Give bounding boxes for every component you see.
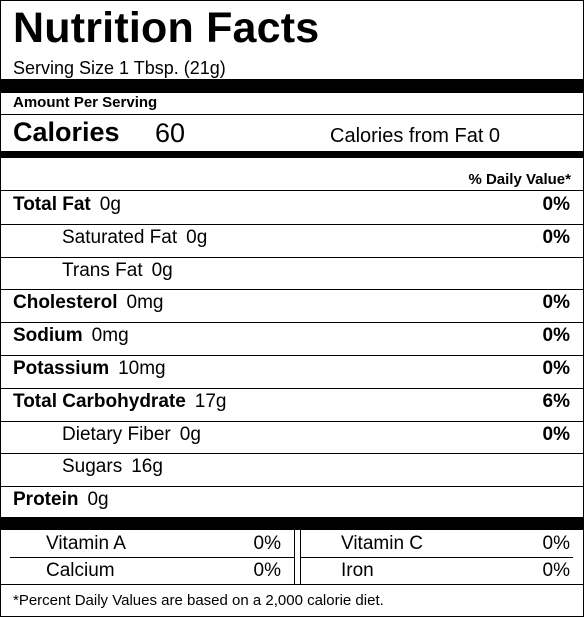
nutrient-divider [1, 289, 583, 290]
nutrient-row-label: Total Carbohydrate 17g [13, 391, 226, 413]
divider-aps [1, 114, 583, 115]
divider-footnote [1, 584, 583, 585]
nutrient-name: Total Carbohydrate [13, 390, 186, 412]
vitamin-name: Vitamin C [341, 533, 424, 554]
nutrient-row-label: Sodium 0mg [13, 325, 129, 347]
nutrient-name: Trans Fat [62, 259, 143, 281]
nutrient-amount: 0g [179, 423, 201, 445]
nutrient-name: Dietary Fiber [62, 423, 171, 445]
nutrient-amount: 0g [87, 489, 109, 511]
nutrient-row-label: Trans Fat 0g [62, 260, 173, 282]
nutrient-name: Saturated Fat [62, 226, 178, 248]
calories-label: Calories [13, 117, 120, 147]
nutrient-amount: 0mg [91, 325, 129, 347]
nutrient-row-label: Cholesterol 0mg [13, 292, 164, 314]
calories-value: 60 [155, 118, 186, 148]
nutrient-name: Potassium [13, 358, 110, 379]
nutrient-row-label: Dietary Fiber 0g [62, 424, 201, 446]
nutrient-row-label: Protein 0g [13, 489, 109, 511]
nutrient-percent: 0% [542, 358, 570, 379]
vitamin-divider-left [294, 530, 295, 584]
nutrient-divider [1, 322, 583, 323]
nutrient-divider [1, 257, 583, 258]
nutrient-name: Sodium [13, 325, 83, 347]
thick-divider-bottom [1, 517, 583, 530]
serving-size: Serving Size 1 Tbsp. (21g) [13, 58, 226, 78]
nutrient-divider [1, 388, 583, 389]
nutrient-amount: 17g [194, 390, 227, 412]
nutrient-name: Protein [13, 489, 79, 511]
vitamin-percent: 0% [253, 533, 281, 554]
label-title: Nutrition Facts [13, 4, 320, 52]
nutrient-name: Total Fat [13, 194, 91, 215]
vitamin-name: Calcium [46, 560, 115, 581]
nutrient-percent: 0% [542, 226, 570, 248]
vitamin-percent: 0% [542, 560, 570, 581]
nutrient-amount: 0g [151, 259, 173, 281]
amount-per-serving: Amount Per Serving [13, 94, 158, 111]
divider-dv-header [1, 190, 583, 191]
nutrient-percent: 0% [542, 423, 570, 445]
medium-divider [1, 151, 583, 158]
nutrient-name: Sugars [62, 456, 123, 478]
nutrient-row-label: Saturated Fat 0g [62, 227, 207, 249]
thick-divider-top [1, 79, 583, 93]
nutrient-percent: 6% [542, 390, 570, 412]
nutrient-divider [1, 453, 583, 454]
nutrient-row-label: Sugars 16g [62, 456, 163, 478]
calories-from-fat: Calories from Fat 0 [330, 125, 501, 147]
nutrient-name: Cholesterol [13, 292, 118, 314]
nutrient-amount: 16g [131, 456, 163, 478]
nutrient-percent: 0% [542, 325, 570, 347]
vitamin-row-divider-left [10, 557, 294, 558]
nutrient-amount: 0mg [126, 292, 164, 314]
nutrient-amount: 0g [99, 194, 121, 215]
vitamin-row-divider-right [300, 557, 573, 558]
nutrient-divider [1, 421, 583, 422]
nutrient-row-label: Total Fat 0g [13, 194, 121, 216]
vitamin-percent: 0% [542, 533, 570, 554]
vitamin-percent: 0% [253, 560, 281, 581]
nutrient-divider [1, 224, 583, 225]
vitamin-name: Vitamin A [46, 533, 126, 554]
nutrient-divider [1, 355, 583, 356]
vitamin-name: Iron [341, 560, 374, 581]
nutrient-row-label: Potassium 10mg [13, 358, 166, 380]
nutrient-amount: 10mg [118, 358, 166, 379]
daily-value-header: % Daily Value* [468, 171, 571, 188]
nutrient-amount: 0g [186, 226, 208, 248]
nutrient-percent: 0% [542, 194, 570, 215]
nutrient-percent: 0% [542, 292, 570, 314]
footnote: *Percent Daily Values are based on a 2,0… [13, 592, 384, 609]
nutrient-divider [1, 486, 583, 487]
